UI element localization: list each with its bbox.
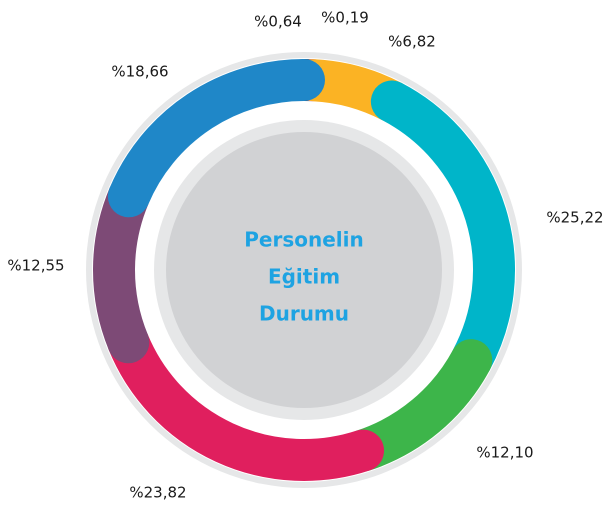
title-line: Personelin <box>244 228 363 252</box>
title-line: Durumu <box>259 302 349 326</box>
donut-segment <box>370 80 515 382</box>
value-label: %23,82 <box>129 484 186 502</box>
value-label: %0,19 <box>321 9 369 27</box>
title-line: Eğitim <box>268 265 340 289</box>
segments <box>93 59 515 481</box>
value-label: %12,10 <box>476 444 533 462</box>
donut-segment <box>93 175 150 364</box>
inner-disk <box>166 132 442 408</box>
value-label: %12,55 <box>7 257 64 275</box>
value-label: %25,22 <box>546 209 603 227</box>
value-label: %6,82 <box>388 33 436 51</box>
donut-segment <box>107 321 385 481</box>
value-label: %0,64 <box>254 13 302 31</box>
value-label: %18,66 <box>111 63 168 81</box>
donut-segment <box>107 59 325 218</box>
